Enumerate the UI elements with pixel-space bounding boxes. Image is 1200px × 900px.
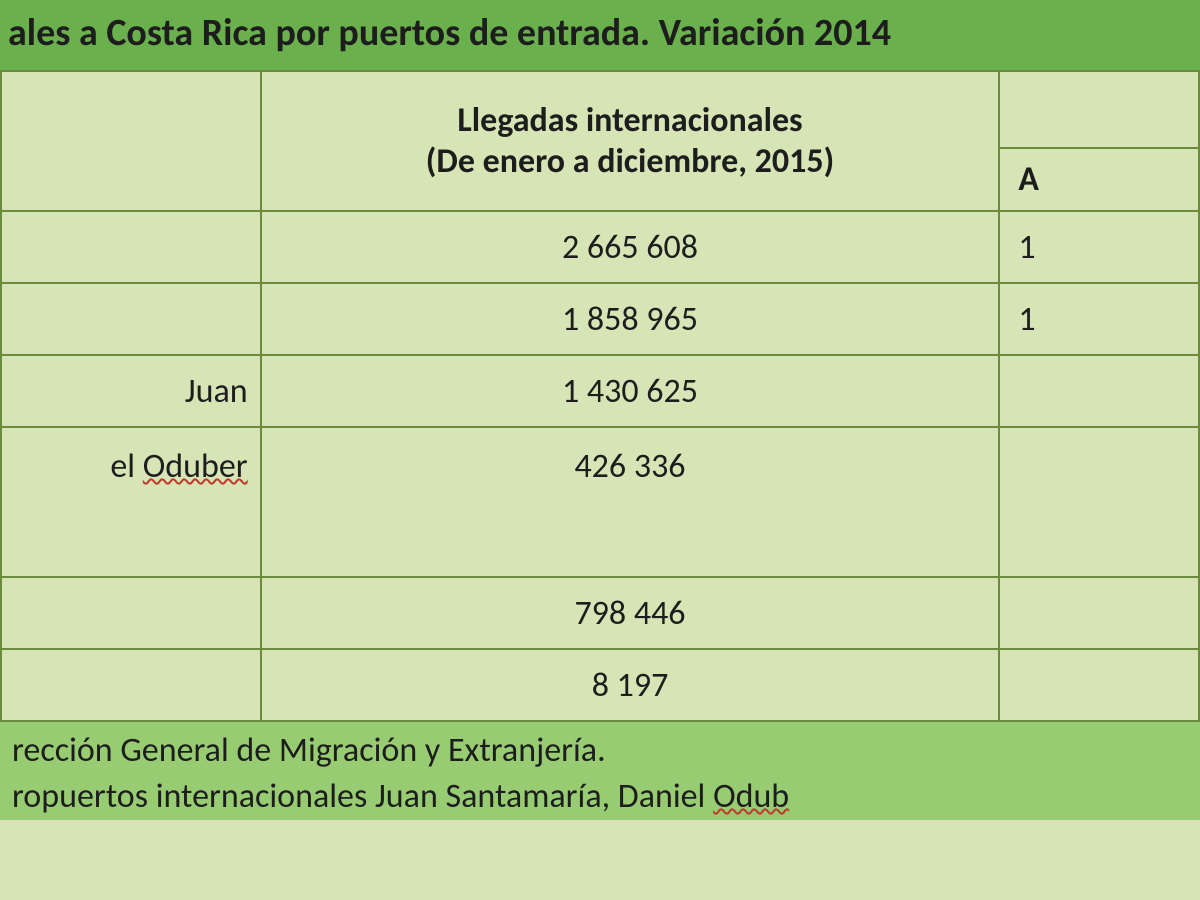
- row-value: 8 197: [261, 649, 1000, 721]
- row-label-spell: Oduber: [143, 446, 248, 487]
- row-label: el Oduber: [1, 427, 261, 577]
- footer-line-2: ropuertos internacionales Juan Santamarí…: [12, 774, 1188, 820]
- row-right: 1: [999, 283, 1199, 355]
- row-label: [1, 577, 261, 649]
- header-blank: [1, 71, 261, 211]
- row-value: 798 446: [261, 577, 1000, 649]
- table-row: 2 665 608 1: [1, 211, 1199, 283]
- table-row: 1 858 965 1: [1, 283, 1199, 355]
- row-right: [999, 649, 1199, 721]
- header-arrivals-text: Llegadas internacionales (De enero a dic…: [274, 100, 987, 182]
- footer: rección General de Migración y Extranjer…: [0, 722, 1200, 820]
- header-right-top: [999, 71, 1199, 148]
- row-value: 1 858 965: [261, 283, 1000, 355]
- table-row: 8 197: [1, 649, 1199, 721]
- row-right: [999, 577, 1199, 649]
- row-label: [1, 649, 261, 721]
- row-label: [1, 283, 261, 355]
- footer-line-2-spell: Odub: [713, 776, 789, 817]
- row-value: 1 430 625: [261, 355, 1000, 427]
- row-label-pre: el: [110, 446, 142, 487]
- header-arrivals: Llegadas internacionales (De enero a dic…: [261, 71, 1000, 211]
- row-value: 426 336: [261, 427, 1000, 577]
- page-title: ales a Costa Rica por puertos de entrada…: [8, 10, 891, 56]
- table-row: Juan 1 430 625: [1, 355, 1199, 427]
- row-value: 2 665 608: [261, 211, 1000, 283]
- row-label: [1, 211, 261, 283]
- footer-line-2a: ropuertos internacionales Juan Santamarí…: [12, 776, 713, 817]
- table-row: 798 446: [1, 577, 1199, 649]
- row-right: [999, 427, 1199, 577]
- table-screenshot: ales a Costa Rica por puertos de entrada…: [0, 0, 1200, 900]
- footer-line-1: rección General de Migración y Extranjer…: [12, 728, 1188, 774]
- table-row: el Oduber 426 336: [1, 427, 1199, 577]
- header-row: Llegadas internacionales (De enero a dic…: [1, 71, 1199, 148]
- row-right: 1: [999, 211, 1199, 283]
- header-right-bottom: A: [999, 148, 1199, 211]
- row-right: [999, 355, 1199, 427]
- arrivals-table: Llegadas internacionales (De enero a dic…: [0, 70, 1200, 722]
- title-bar: ales a Costa Rica por puertos de entrada…: [0, 0, 1200, 70]
- row-label: Juan: [1, 355, 261, 427]
